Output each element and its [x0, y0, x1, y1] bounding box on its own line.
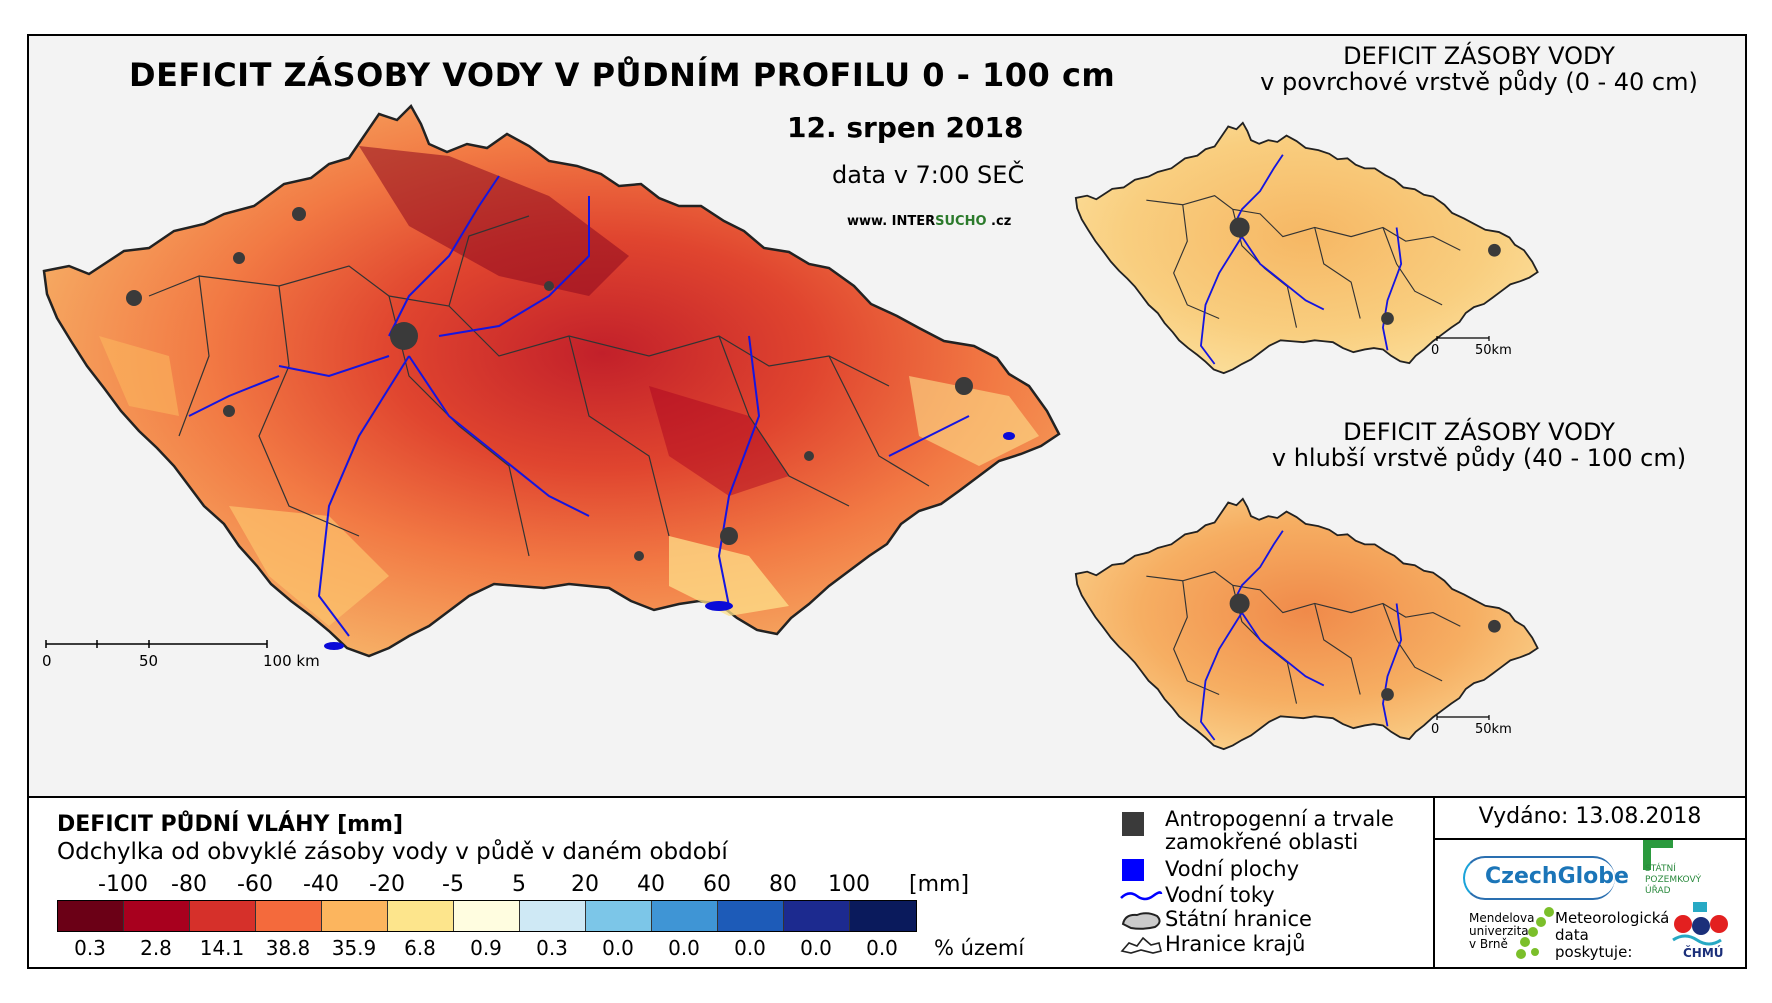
czechglobe-logo: CzechGlobe — [1485, 864, 1629, 889]
legend-swatch-7 — [520, 901, 586, 931]
legend-area: DEFICIT PŮDNÍ VLÁHY [mm] Odchylka od obv… — [29, 796, 1745, 969]
meteo-data-text: Meteorologická data poskytuje: — [1555, 909, 1670, 961]
small2-scale-0: 0 — [1431, 722, 1440, 737]
legend-tick-7: 20 — [571, 872, 599, 897]
scale-label-50: 50 — [139, 652, 159, 670]
spu-logo-text: STÁTNÍ POZEMKOVÝ ÚŘAD — [1645, 864, 1702, 896]
legend-tick-3: -40 — [303, 872, 339, 897]
web-address: www. INTERSUCHO .cz — [847, 214, 1012, 229]
anthropogenic-swatch-icon — [1122, 812, 1144, 836]
legend-pct-10: 0.0 — [734, 936, 766, 960]
legend-colorbar — [57, 900, 917, 932]
legend-unit: [mm] — [909, 872, 970, 897]
regional-border-icon — [1120, 936, 1162, 954]
issued-date: Vydáno: 13.08.2018 — [1435, 798, 1745, 840]
legend-pct-unit: % území — [934, 936, 1025, 960]
legend-swatch-0 — [58, 901, 124, 931]
main-title: DEFICIT ZÁSOBY VODY V PŮDNÍM PROFILU 0 -… — [129, 56, 1116, 94]
water-bodies-main — [324, 432, 1015, 650]
small2-scale-50: 50km — [1475, 722, 1512, 737]
czechglobe-logo-ring — [1463, 856, 1615, 900]
legend-tick-6: 5 — [512, 872, 526, 897]
legend-tick-1: -80 — [171, 872, 207, 897]
chmu-logo-icon — [1672, 902, 1728, 946]
maps-svg — [42, 104, 1539, 751]
legend-subtitle: Odchylka od obvyklé zásoby vody v půdě v… — [57, 839, 728, 865]
publisher-box: Vydáno: 13.08.2018 CzechGlobe STÁTNÍ POZ… — [1433, 798, 1745, 969]
legend-tick-4: -20 — [369, 872, 405, 897]
legend-swatch-1 — [124, 901, 190, 931]
data-time: data v 7:00 SEČ — [832, 161, 1025, 189]
rivers-main — [188, 175, 970, 637]
mendel-logo-dots-icon — [1516, 907, 1554, 959]
subtitle-topsoil: DEFICIT ZÁSOBY VODY v povrchové vrstvě p… — [1260, 42, 1698, 96]
legend-pct-7: 0.3 — [536, 936, 568, 960]
small1-scale-50: 50km — [1475, 343, 1512, 358]
legend-pct-0: 0.3 — [74, 936, 106, 960]
legend-pct-2: 14.1 — [199, 936, 245, 960]
legend-swatch-4 — [322, 901, 388, 931]
water-body-swatch-icon — [1122, 859, 1144, 881]
scale-label-100: 100 km — [263, 652, 320, 670]
spu-logo-icon — [1643, 840, 1673, 870]
map-area: DEFICIT ZÁSOBY VODY V PŮDNÍM PROFILU 0 -… — [29, 36, 1745, 796]
legend-swatch-3 — [256, 901, 322, 931]
legend-tick-2: -60 — [237, 872, 273, 897]
figure-frame: DEFICIT ZÁSOBY VODY V PŮDNÍM PROFILU 0 -… — [27, 34, 1747, 969]
small-scale-bar-2 — [1436, 715, 1490, 720]
legend-swatch-8 — [586, 901, 652, 931]
legend-tick-10: 80 — [769, 872, 797, 897]
legend-tick-5: -5 — [442, 872, 464, 897]
legend-swatch-12 — [850, 901, 916, 931]
legend-tick-8: 40 — [637, 872, 665, 897]
small-map-subsoil — [1074, 497, 1539, 751]
state-border-icon — [1121, 912, 1161, 930]
small-map-topsoil — [1074, 121, 1539, 375]
urban-patches-main — [126, 207, 973, 561]
legend-pct-3: 38.8 — [265, 936, 311, 960]
legend-pct-9: 0.0 — [668, 936, 700, 960]
small-scale-bar-1 — [1436, 336, 1490, 341]
legend-swatch-9 — [652, 901, 718, 931]
mendel-logo-text: Mendelova univerzita v Brně — [1469, 911, 1535, 951]
legend-pct-8: 0.0 — [602, 936, 634, 960]
legend-pct-4: 35.9 — [331, 936, 377, 960]
main-map — [42, 104, 1061, 658]
legend-pct-6: 0.9 — [470, 936, 502, 960]
legend-swatch-5 — [388, 901, 454, 931]
legend-pct-1: 2.8 — [140, 936, 172, 960]
legend-tick-11: 100 — [828, 872, 870, 897]
small1-scale-0: 0 — [1431, 343, 1440, 358]
legend-swatch-6 — [454, 901, 520, 931]
legend-pct-12: 0.0 — [866, 936, 898, 960]
legend-title: DEFICIT PŮDNÍ VLÁHY [mm] — [57, 812, 404, 837]
legend-pct-5: 6.8 — [404, 936, 436, 960]
legend-tick-0: -100 — [98, 872, 148, 897]
legend-swatch-2 — [190, 901, 256, 931]
legend-swatch-11 — [784, 901, 850, 931]
legend-ticks: -100 -80 -60 -40 -20 -5 5 20 40 60 80 100 — [57, 872, 957, 902]
date-title: 12. srpen 2018 — [787, 111, 1024, 144]
legend-tick-9: 60 — [703, 872, 731, 897]
scale-label-0: 0 — [42, 652, 52, 670]
main-scale-bar — [45, 640, 268, 648]
river-line-icon — [1120, 891, 1163, 901]
chmu-logo-text: ČHMÚ — [1683, 946, 1724, 960]
subtitle-subsoil: DEFICIT ZÁSOBY VODY v hlubší vrstvě půdy… — [1271, 418, 1687, 472]
legend-pct-11: 0.0 — [800, 936, 832, 960]
legend-swatch-10 — [718, 901, 784, 931]
